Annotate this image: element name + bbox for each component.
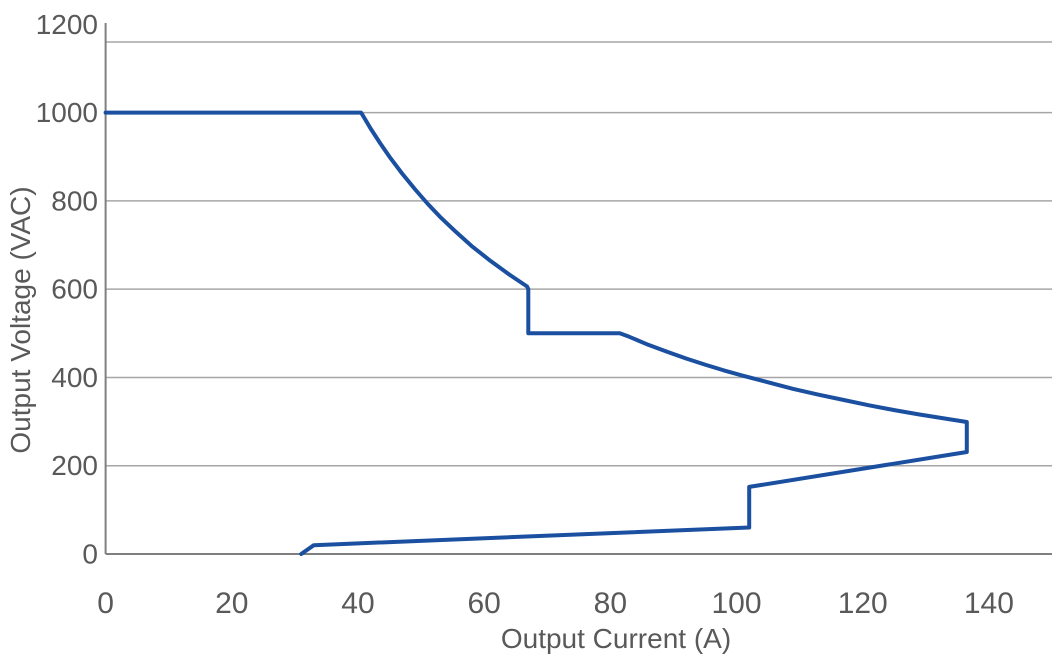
grid-layer bbox=[105, 41, 1052, 467]
y-tick-label-1200: 1200 bbox=[36, 9, 98, 40]
x-tick-label-60: 60 bbox=[467, 587, 500, 620]
y-axis-title: Output Voltage (VAC) bbox=[5, 186, 36, 453]
x-tick-label-40: 40 bbox=[341, 587, 374, 620]
curve-layer bbox=[103, 110, 969, 556]
x-tick-label-100: 100 bbox=[712, 587, 762, 620]
x-tick-label-140: 140 bbox=[964, 587, 1014, 620]
x-tick-label-80: 80 bbox=[594, 587, 627, 620]
y-tick-label-200: 200 bbox=[51, 450, 98, 481]
label-layer: 0 20 40 60 80 100 120 140 0 200 400 600 800 1000 1200 bbox=[36, 9, 1014, 620]
x-tick-label-120: 120 bbox=[838, 587, 888, 620]
x-tick-label-0: 0 bbox=[97, 587, 114, 620]
y-tick-label-800: 800 bbox=[51, 185, 98, 216]
y-tick-label-600: 600 bbox=[51, 274, 98, 305]
y-tick-label-1000: 1000 bbox=[36, 97, 98, 128]
output-voltage-current-operating-envelope-curve bbox=[103, 110, 969, 556]
x-axis-title: Output Current (A) bbox=[501, 623, 731, 654]
x-tick-label-20: 20 bbox=[215, 587, 248, 620]
y-tick-label-0: 0 bbox=[82, 539, 98, 570]
y-tick-label-400: 400 bbox=[51, 362, 98, 393]
